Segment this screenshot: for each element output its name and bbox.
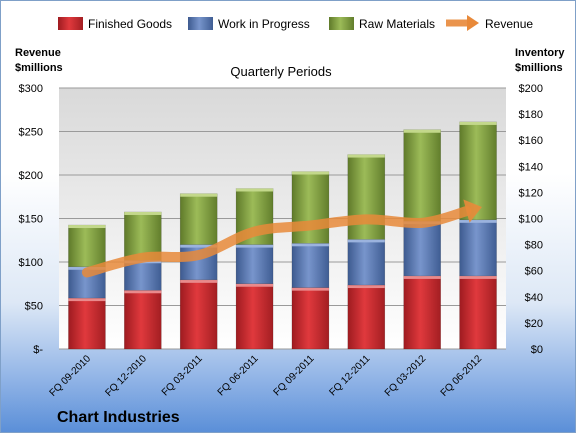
bar-top-finished-goods (180, 279, 218, 283)
right-axis-label-line1: Inventory (515, 47, 565, 59)
x-tick-label: FQ 09-2011 (272, 353, 317, 398)
bar-top-raw-materials (68, 225, 106, 229)
x-tick-label: FQ 12-2011 (327, 353, 372, 398)
right-tick-label: $100 (519, 214, 543, 226)
bar-finished-goods (68, 297, 106, 350)
legend-item-revenue: Revenue (446, 15, 533, 31)
bar-raw-materials (68, 224, 106, 268)
bar-finished-goods (403, 275, 441, 350)
bar-work-in-progress (403, 220, 441, 277)
bar-top-raw-materials (180, 193, 218, 197)
left-tick-label: $200 (19, 170, 43, 182)
legend-swatch-finished-goods (58, 17, 83, 30)
bar-work-in-progress (459, 219, 497, 277)
right-axis-ticks: $0 $20 $40 $60 $80 $100 $120 $140 $160 $180 $200 (519, 83, 543, 356)
right-tick-label: $20 (525, 318, 543, 330)
bar-work-in-progress (291, 243, 330, 288)
bar-top-raw-materials (236, 188, 274, 192)
legend: Finished Goods Work in Progress Raw Mate… (58, 15, 533, 31)
bar-top-raw-materials (291, 171, 329, 175)
right-tick-label: $120 (519, 187, 543, 199)
bar-finished-goods (459, 275, 497, 350)
bar-top-work-in-progress (236, 244, 274, 248)
left-tick-label: $50 (25, 301, 43, 313)
bar-top-finished-goods (459, 275, 497, 279)
bar-top-finished-goods (236, 283, 274, 287)
right-tick-label: $180 (519, 109, 543, 121)
x-tick-label: FQ 06-2011 (216, 353, 261, 398)
legend-label-raw-materials: Raw Materials (359, 17, 435, 31)
bar-finished-goods (347, 284, 386, 350)
legend-label-revenue: Revenue (485, 17, 533, 31)
bar-work-in-progress (235, 244, 274, 285)
revenue-series-line (81, 206, 472, 278)
x-tick-label: FQ 09-2010 (48, 353, 94, 399)
right-tick-label: $40 (525, 292, 543, 304)
left-axis-ticks: $- $50 $100 $150 $200 $250 $300 (19, 83, 44, 356)
right-tick-label: $200 (519, 83, 543, 95)
bar-finished-goods (179, 279, 218, 350)
bar-top-raw-materials (459, 121, 497, 125)
x-tick-label: FQ 03-2012 (383, 353, 429, 399)
legend-swatch-work-in-progress (188, 17, 213, 30)
x-axis-labels: FQ 09-2010 FQ 12-2010 FQ 03-2011 FQ 06-2011… (48, 353, 485, 399)
bar-top-work-in-progress (459, 219, 497, 223)
legend-swatch-raw-materials (329, 17, 354, 30)
bar-top-work-in-progress (347, 239, 385, 243)
x-tick-label: FQ 03-2011 (160, 353, 205, 398)
bar-top-raw-materials (347, 154, 385, 158)
left-tick-label: $- (33, 344, 43, 356)
bar-raw-materials (291, 171, 330, 244)
right-tick-label: $160 (519, 135, 543, 147)
left-axis-label-line1: Revenue (15, 47, 61, 59)
bar-top-finished-goods (403, 275, 441, 279)
bar-top-finished-goods (124, 290, 162, 294)
bar-top-raw-materials (403, 129, 441, 133)
bar-raw-materials (179, 193, 218, 245)
bar-top-work-in-progress (180, 244, 218, 248)
left-tick-label: $150 (19, 214, 43, 226)
legend-item-raw-materials: Raw Materials (329, 17, 435, 31)
legend-item-finished-goods: Finished Goods (58, 17, 172, 31)
bar-raw-materials (347, 154, 386, 240)
x-tick-label: FQ 12-2010 (103, 353, 149, 399)
revenue-arrow-head (463, 199, 482, 223)
right-tick-label: $80 (525, 240, 543, 252)
legend-label-work-in-progress: Work in Progress (218, 17, 310, 31)
bar-raw-materials (403, 129, 441, 222)
bar-finished-goods (291, 287, 330, 350)
legend-arrow-head (467, 15, 479, 31)
bar-top-finished-goods (347, 285, 385, 289)
bar-top-raw-materials (124, 211, 162, 215)
x-tick-label: FQ 06-2012 (439, 353, 485, 399)
bar-finished-goods (235, 283, 274, 350)
right-tick-label: $0 (531, 344, 543, 356)
company-name: Chart Industries (57, 409, 180, 426)
bar-top-finished-goods (291, 287, 329, 291)
legend-item-work-in-progress: Work in Progress (188, 17, 310, 31)
left-tick-label: $100 (19, 257, 43, 269)
right-axis-label-line2: $millions (515, 62, 563, 74)
left-tick-label: $250 (19, 127, 43, 139)
bar-work-in-progress (347, 239, 386, 286)
legend-label-finished-goods: Finished Goods (88, 17, 172, 31)
right-tick-label: $60 (525, 266, 543, 278)
bar-finished-goods (124, 290, 162, 350)
right-tick-label: $140 (519, 161, 543, 173)
bar-top-work-in-progress (291, 243, 329, 247)
bar-top-finished-goods (68, 298, 106, 302)
left-tick-label: $300 (19, 83, 43, 95)
chart-title: Quarterly Periods (230, 64, 332, 79)
revenue-line (81, 199, 482, 278)
left-axis-label-line2: $millions (15, 62, 63, 74)
